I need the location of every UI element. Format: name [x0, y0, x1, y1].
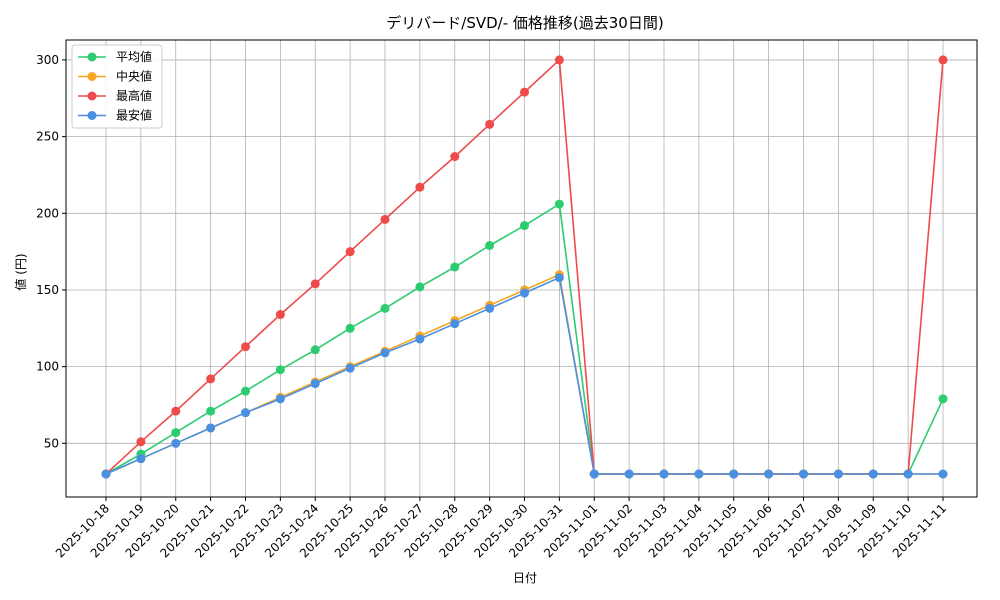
data-point: [450, 152, 460, 162]
data-point: [450, 319, 460, 329]
legend-label: 中央値: [116, 69, 152, 84]
data-point: [938, 469, 948, 479]
chart-title: デリバード/SVD/- 価格推移(過去30日間): [386, 14, 663, 32]
data-point: [485, 119, 495, 129]
y-tick-label: 100: [36, 360, 59, 374]
grid: [66, 40, 977, 497]
data-point: [589, 469, 599, 479]
data-point: [101, 469, 111, 479]
data-point: [206, 423, 216, 433]
data-point: [938, 394, 948, 404]
data-point: [345, 363, 355, 373]
data-point: [171, 406, 181, 416]
legend-label: 最安値: [116, 108, 152, 123]
data-point: [520, 288, 529, 298]
data-point: [345, 247, 355, 257]
data-point: [485, 240, 495, 250]
data-point: [380, 348, 390, 358]
legend-item: 平均値: [78, 49, 152, 64]
data-point: [554, 55, 564, 65]
legend-item: 最安値: [78, 108, 152, 123]
x-axis-title: 日付: [513, 571, 537, 585]
y-tick-label: 200: [36, 206, 59, 220]
data-point: [415, 182, 425, 192]
legend-label: 最高値: [116, 88, 152, 103]
data-point: [833, 469, 843, 479]
legend-swatch-marker: [87, 72, 97, 81]
data-point: [275, 394, 285, 404]
data-point: [764, 469, 774, 479]
data-point: [868, 469, 878, 479]
data-point: [450, 262, 460, 272]
data-point: [380, 303, 390, 313]
plot-frame: [65, 39, 978, 498]
y-tick-label: 250: [36, 130, 59, 144]
series-4: [101, 273, 948, 479]
data-point: [520, 221, 529, 231]
data-point: [659, 469, 669, 479]
legend-label: 平均値: [116, 49, 152, 64]
data-point: [729, 469, 739, 479]
data-point: [694, 469, 704, 479]
data-point: [415, 334, 425, 344]
data-point: [345, 323, 355, 333]
data-point: [275, 310, 285, 320]
data-point: [206, 374, 216, 384]
legend-swatch-marker: [87, 52, 97, 62]
data-point: [206, 406, 216, 416]
y-axis-title: 値 (円): [13, 253, 28, 290]
legend-swatch-marker: [87, 111, 97, 120]
legend-item: 最高値: [78, 88, 152, 103]
data-point: [310, 279, 320, 289]
data-point: [275, 365, 285, 375]
data-point: [485, 303, 495, 313]
data-point: [938, 55, 948, 65]
data-point: [380, 214, 390, 224]
data-point: [171, 438, 181, 448]
legend-box: [71, 44, 163, 129]
data-point: [241, 408, 250, 418]
data-point: [415, 282, 425, 292]
data-point: [520, 87, 529, 97]
data-point: [171, 428, 181, 438]
data-point: [554, 199, 564, 209]
data-point: [799, 469, 808, 479]
data-point: [241, 342, 250, 352]
y-axis-ticks: 50 100 150 200 250 300: [36, 53, 66, 450]
x-axis-ticks: 2025-10-182025-10-192025-10-202025-10-21…: [53, 497, 949, 560]
y-tick-label: 300: [36, 53, 59, 67]
data-point: [136, 454, 146, 464]
data-point: [310, 379, 320, 389]
series-layer: [101, 55, 948, 479]
data-point: [903, 469, 913, 479]
data-point: [136, 437, 146, 447]
y-tick-label: 50: [44, 436, 59, 450]
legend-item: 中央値: [78, 69, 152, 84]
data-point: [241, 386, 250, 396]
y-tick-label: 150: [36, 283, 59, 297]
data-point: [554, 273, 564, 283]
data-point: [310, 345, 320, 355]
data-point: [624, 469, 634, 479]
legend-swatch-marker: [87, 91, 97, 101]
